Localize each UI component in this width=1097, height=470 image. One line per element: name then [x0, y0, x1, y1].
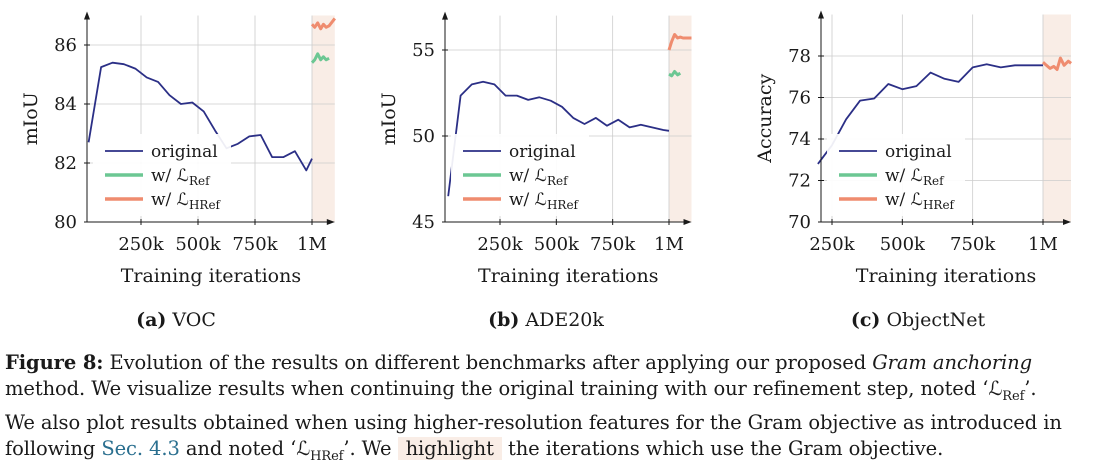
caption-text-4a: following: [5, 436, 102, 460]
x-tick-label: 500k: [175, 234, 221, 255]
x-axis-label: Training iterations: [856, 265, 1036, 287]
gram-highlight-band: [669, 15, 692, 222]
x-tick-label: 1M: [1028, 234, 1058, 255]
y-tick-label: 84: [54, 94, 77, 115]
y-tick-label: 76: [788, 88, 811, 109]
y-tick-label: 80: [54, 212, 77, 233]
series-line-original: [817, 63, 1043, 165]
x-tick-label: 500k: [880, 234, 926, 255]
series-line-href: [310, 17, 336, 31]
gram-highlight-band: [312, 15, 335, 222]
x-tick-label: 250k: [118, 234, 164, 255]
legend-subscript-href: HRef: [923, 198, 956, 212]
legend-subscript-href: HRef: [547, 198, 580, 212]
x-axis-arrow: [1063, 219, 1071, 225]
legend-subscript-href: HRef: [189, 198, 222, 212]
legend-subscript-ref: Ref: [547, 174, 569, 188]
y-tick-label: 45: [412, 212, 435, 233]
caption-sub-ref: Ref: [1002, 388, 1025, 404]
series-line-href: [1041, 56, 1072, 71]
caption-sub-href: HRef: [310, 448, 344, 464]
legend-subscript-ref: Ref: [923, 174, 945, 188]
subfig-caption-2: (b) ADE20k: [488, 309, 604, 331]
caption-text-4c: ’. We: [343, 436, 398, 460]
chart-panel-1: 250k 500k 750k 1M 80 82 84 86 Training iteration…: [20, 11, 336, 331]
y-axis-arrow: [84, 11, 90, 20]
subfig-caption-text: (b) ADE20k: [488, 309, 604, 331]
subfig-name: VOC: [166, 309, 216, 331]
caption-highlight: highlight: [397, 436, 502, 460]
y-axis-label: mIoU: [378, 92, 400, 145]
x-tick-label: 1M: [297, 234, 327, 255]
y-tick-label: 55: [412, 40, 435, 61]
x-tick-label: 250k: [477, 234, 523, 255]
y-tick-label: 82: [54, 153, 77, 174]
series-line-ref: [668, 70, 682, 78]
subfig-caption-text: (c) ObjectNet: [851, 309, 986, 331]
caption-text-4b: and noted ‘ℒ: [179, 436, 311, 460]
caption-emphasis: Gram anchoring: [872, 351, 1033, 374]
caption-text-3: We also plot results obtained when using…: [5, 410, 1062, 434]
y-tick-label: 70: [788, 212, 811, 233]
y-tick-label: 74: [788, 129, 811, 150]
y-tick-label: 50: [412, 126, 435, 147]
charts-figure: 250k 500k 750k 1M 80 82 84 86 Training iteration…: [20, 10, 1072, 331]
y-axis-label: Accuracy: [754, 73, 776, 163]
y-tick-label: 78: [788, 46, 811, 67]
series-line-original: [87, 61, 313, 172]
y-tick-label: 72: [788, 171, 811, 192]
caption-line-1: Figure 8: Evolution of the results on di…: [5, 350, 1093, 376]
series-line-original: [447, 80, 670, 197]
x-tick-label: 750k: [590, 234, 636, 255]
subfig-label: (a): [136, 309, 166, 331]
x-axis-arrow: [326, 219, 335, 225]
legend-label-original: original: [885, 142, 952, 162]
caption-line-3: We also plot results obtained when using…: [5, 410, 1093, 436]
legend-subscript-ref: Ref: [189, 174, 211, 188]
subfig-name: ADE20k: [519, 309, 604, 331]
subfig-label: (c): [851, 309, 881, 331]
gram-highlight-band: [1043, 14, 1071, 222]
subfig-caption-1: (a) VOC: [136, 309, 216, 331]
y-axis-arrow: [442, 11, 448, 20]
series-line-href: [667, 33, 692, 51]
caption-text-4d: the iterations which use the Gram object…: [501, 436, 944, 460]
legend-label-original: original: [509, 142, 576, 162]
caption-text-2: method. We visualize results when contin…: [5, 377, 1003, 400]
subfig-caption-text: (a) VOC: [136, 309, 216, 331]
caption-line-4: following Sec. 4.3 and noted ‘ℒHRef’. We…: [5, 436, 1093, 470]
y-tick-label: 86: [54, 35, 77, 56]
chart-panel-3: 250k 500k 750k 1M 70 72 74 76 78 Training iterati…: [754, 10, 1072, 331]
caption-section-link[interactable]: Sec. 4.3: [101, 436, 180, 460]
x-tick-label: 750k: [232, 234, 278, 255]
x-axis-arrow: [683, 219, 692, 225]
subfig-caption-3: (c) ObjectNet: [851, 309, 986, 331]
subfig-name: ObjectNet: [880, 309, 985, 331]
y-axis-arrow: [818, 10, 824, 19]
x-axis-label: Training iterations: [121, 265, 301, 287]
x-tick-label: 500k: [534, 234, 580, 255]
legend-label-original: original: [151, 142, 218, 162]
caption-text-2-end: ’.: [1024, 377, 1037, 400]
x-tick-label: 250k: [809, 234, 855, 255]
x-tick-label: 1M: [654, 234, 684, 255]
y-axis-label: mIoU: [20, 92, 42, 145]
caption-text-1a: Evolution of the results on different be…: [103, 351, 873, 374]
chart-panel-2: 250k 500k 750k 1M 45 50 55 Training iterations m…: [378, 11, 692, 331]
series-line-ref: [310, 52, 330, 64]
subfig-label: (b): [488, 309, 519, 331]
figure-caption: Figure 8: Evolution of the results on di…: [5, 350, 1093, 470]
x-tick-label: 750k: [950, 234, 996, 255]
caption-line-2: method. We visualize results when contin…: [5, 376, 1093, 410]
caption-fig-label: Figure 8:: [5, 351, 104, 374]
x-axis-label: Training iterations: [478, 265, 658, 287]
